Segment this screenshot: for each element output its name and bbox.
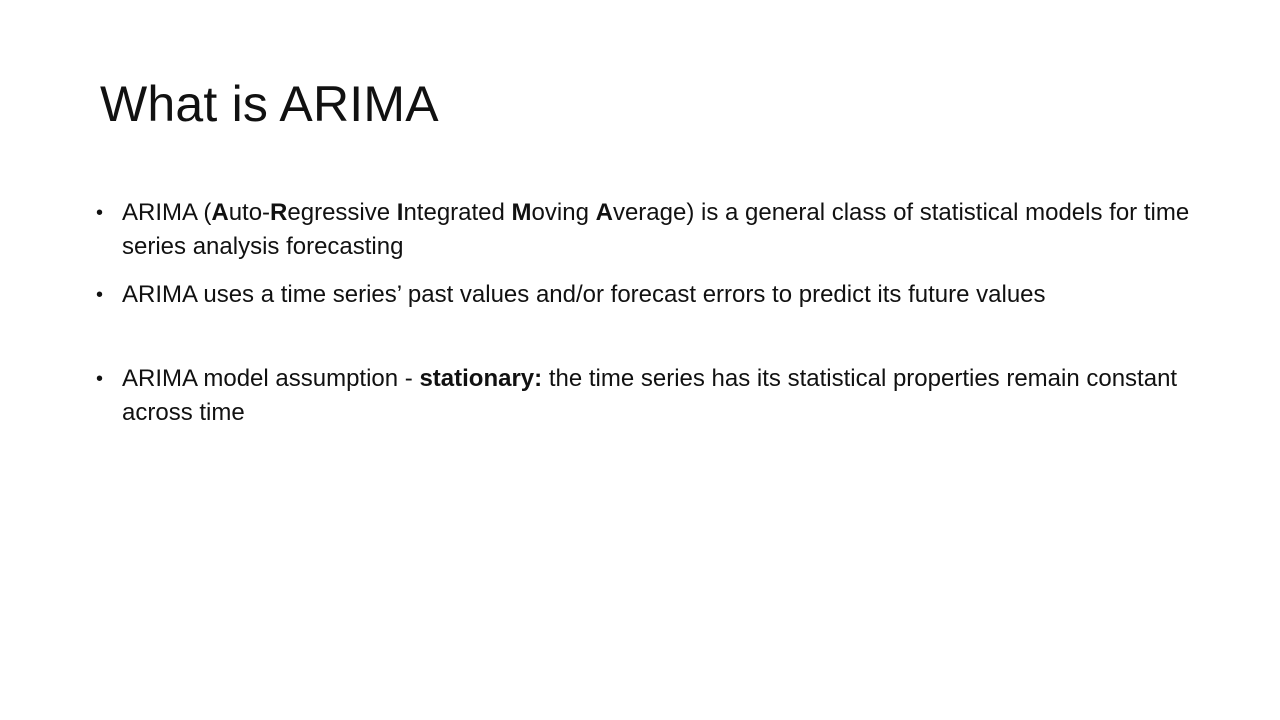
- bullet-text: the time series has its statistical prop…: [122, 365, 1178, 426]
- bullet-text: verage) is a general class of statistica…: [122, 199, 1190, 260]
- bullet-text: ARIMA model assumption -: [122, 365, 420, 392]
- bullet-text: ARIMA (: [122, 199, 212, 226]
- bullet-item-arima-definition: • ARIMA (Auto-Regressive Integrated Movi…: [96, 196, 1196, 264]
- bullet-text: uto-: [228, 199, 271, 226]
- bullet-item-arima-usage: • ARIMA uses a time series’ past values …: [96, 278, 1196, 312]
- bullet-item-arima-assumption: • ARIMA model assumption - stationary: t…: [96, 362, 1196, 430]
- bullet-text: egressive: [287, 199, 397, 226]
- slide-title: What is ARIMA: [100, 76, 439, 132]
- bullet-text: ntegrated: [403, 199, 512, 226]
- bullet-list: • ARIMA (Auto-Regressive Integrated Movi…: [96, 196, 1196, 430]
- bold-letter: R: [270, 199, 288, 226]
- bullet-text: ARIMA uses a time series’ past values an…: [122, 281, 1046, 308]
- bullet-dot-icon: •: [96, 368, 104, 390]
- bold-letter: A: [595, 199, 613, 226]
- bullet-dot-icon: •: [96, 284, 104, 306]
- bold-keyword: stationary:: [419, 365, 543, 392]
- bullet-dot-icon: •: [96, 202, 104, 224]
- bold-letter: I: [396, 199, 404, 226]
- bold-letter: M: [511, 199, 532, 226]
- bullet-text: oving: [531, 199, 596, 226]
- bold-letter: A: [211, 199, 229, 226]
